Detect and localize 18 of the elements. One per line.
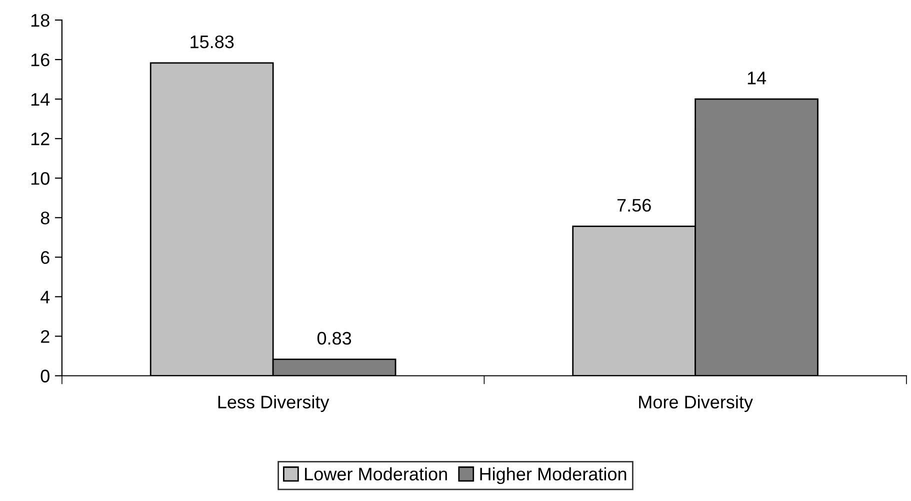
y-tick-label: 14 bbox=[31, 93, 50, 106]
data-label: 0.83 bbox=[317, 332, 352, 345]
y-tick-label: 2 bbox=[41, 330, 50, 343]
y-tick-label: 0 bbox=[40, 370, 50, 382]
y-tick-label: 8 bbox=[40, 212, 50, 224]
legend-label: Higher Moderation bbox=[480, 467, 626, 484]
data-label: 14 bbox=[748, 72, 766, 84]
y-tick-label: 4 bbox=[40, 290, 50, 304]
y-tick-label: 16 bbox=[31, 54, 50, 66]
x-tick-label: Less Diversity bbox=[218, 395, 330, 412]
data-label: 15.83 bbox=[190, 35, 234, 48]
y-tick-label: 10 bbox=[31, 172, 50, 185]
y-tick-label: 6 bbox=[41, 251, 50, 264]
legend-label: Lower Moderation bbox=[305, 467, 447, 480]
x-tick-label: More Diversity bbox=[639, 395, 753, 412]
data-label: 7.56 bbox=[617, 198, 651, 212]
y-tick-label: 18 bbox=[31, 14, 50, 27]
y-tick-label: 12 bbox=[31, 132, 50, 146]
